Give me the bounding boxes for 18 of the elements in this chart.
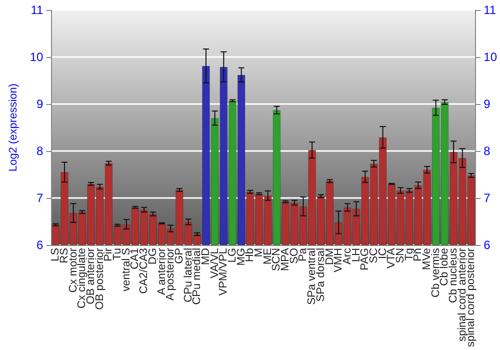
y-tick-label: 11 xyxy=(30,3,44,17)
y2-tick-label: 11 xyxy=(484,3,496,17)
y-axis-title: Log2 (expression) xyxy=(8,83,20,172)
x-tick-label: DG xyxy=(146,248,159,264)
y2-tick-label: 8 xyxy=(484,144,491,158)
x-tick-label: OB posterior xyxy=(94,248,106,310)
y-tick-label: 9 xyxy=(36,96,44,111)
y2-tick-label: 9 xyxy=(484,96,491,111)
y-tick-label: 6 xyxy=(36,238,44,252)
y-tick-label: 7 xyxy=(36,190,44,205)
x-tick-label: SPa dorsal xyxy=(314,248,327,302)
y2-tick-label: 7 xyxy=(484,190,491,205)
y-tick-label: 10 xyxy=(30,50,44,64)
x-tick-label: Arc xyxy=(341,247,354,264)
y2-tick-label: 10 xyxy=(484,50,498,64)
x-tick-label: spinal cord posterior xyxy=(465,248,478,348)
y-tick-label: 8 xyxy=(36,144,44,158)
y2-tick-label: 6 xyxy=(484,238,491,252)
